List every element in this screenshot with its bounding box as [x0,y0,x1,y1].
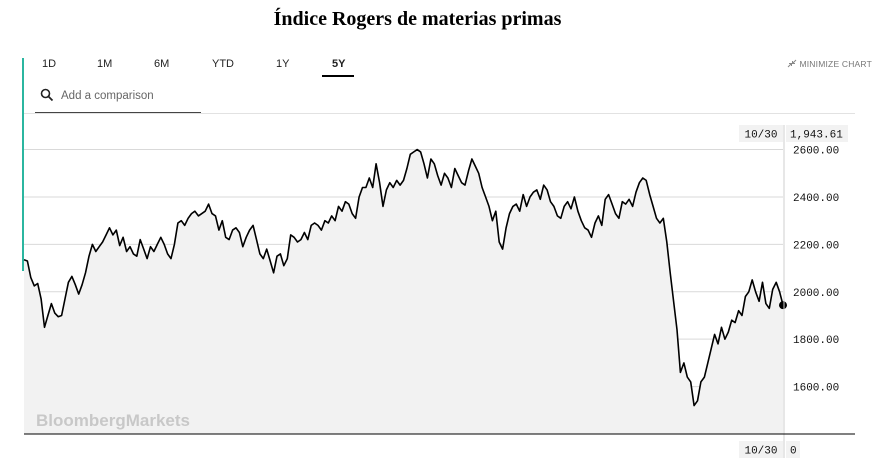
minimize-icon [788,59,797,68]
last-date-label: 10/30 [744,130,777,142]
x-axis-date-box [739,441,783,458]
minimize-chart-button[interactable]: MINIMIZE CHART [787,59,872,69]
y-tick-label: 2600.00 [793,146,839,158]
range-tab-1d[interactable]: 1D [42,58,57,70]
x-axis-date-label: 10/30 [744,446,777,458]
active-tab-underline [322,75,354,77]
range-tab-1m[interactable]: 1M [97,58,113,70]
y-tick-label: 2200.00 [793,240,839,252]
range-tab-5y[interactable]: 5Y [332,58,346,70]
y-tick-label: 1800.00 [793,335,839,347]
comparison-search-input[interactable] [61,87,199,105]
last-date-box [739,125,783,142]
last-value-box [786,125,848,142]
last-value-label: 1,943.61 [790,130,843,142]
y-tick-label: 2400.00 [793,193,839,205]
price-line [23,148,784,407]
price-area-fill [24,149,783,434]
y-tick-label: 2000.00 [793,288,839,300]
range-tab-1y[interactable]: 1Y [276,58,290,70]
range-tab-ytd[interactable]: YTD [212,58,234,70]
last-price-dot [779,301,787,310]
x-axis-end-box [786,441,800,458]
comparison-search [35,84,201,113]
y-axis-ticks: 2600.00 2400.00 2200.00 2000.00 1800.00 1600.… [793,146,839,395]
minimize-chart-label: MINIMIZE CHART [799,59,872,69]
search-icon [40,88,54,102]
y-tick-label: 1600.00 [793,383,839,395]
bloomberg-watermark: BloombergMarkets [36,411,190,430]
accent-bar [22,58,24,271]
x-axis-end-label: 0 [790,446,797,458]
page-title: Índice Rogers de materias primas [273,8,562,30]
range-tab-6m[interactable]: 6M [154,58,170,70]
plot-top-border [24,113,855,114]
